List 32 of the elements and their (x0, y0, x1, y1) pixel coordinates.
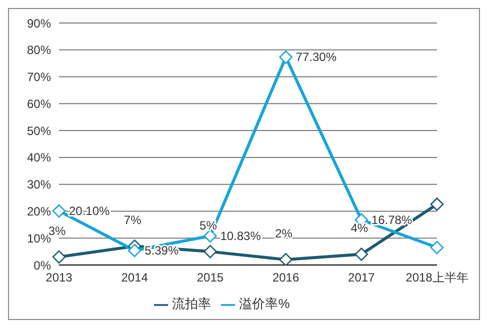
y-tick-label: 20% (26, 204, 52, 218)
legend-label: 溢价率% (239, 296, 290, 311)
data-label: 16.78% (371, 212, 412, 227)
point (430, 240, 444, 254)
point (52, 204, 66, 218)
y-tick-label: 80% (26, 43, 52, 58)
data-label: 7% (124, 213, 142, 228)
point (128, 244, 142, 258)
y-tick-label: 0% (34, 258, 52, 272)
point (204, 229, 217, 243)
point (279, 252, 292, 265)
data-label: 2% (275, 226, 293, 241)
y-tick-label: 90% (26, 16, 52, 30)
y-tick-label: 70% (26, 70, 52, 84)
x-tick-label: 2013 (46, 270, 73, 285)
legend-label: 流拍率 (172, 296, 212, 311)
x-tick-label: 2016 (272, 270, 300, 285)
x-tick-label: 2017 (348, 270, 376, 285)
y-tick-label: 60% (26, 96, 52, 111)
point (52, 250, 66, 264)
data-label: 4% (350, 221, 368, 236)
point (204, 244, 217, 258)
point (354, 248, 368, 261)
x-tick-label: 2018上半年 (406, 270, 468, 285)
x-tick-label: 2014 (121, 270, 148, 285)
x-tick-label: 2015 (196, 270, 224, 285)
point (430, 198, 444, 211)
y-tick-label: 50% (26, 124, 52, 138)
data-label: 77.30% (296, 50, 337, 64)
y-tick-label: 40% (26, 150, 52, 165)
y-tick-label: 30% (26, 178, 52, 192)
point (279, 50, 292, 64)
